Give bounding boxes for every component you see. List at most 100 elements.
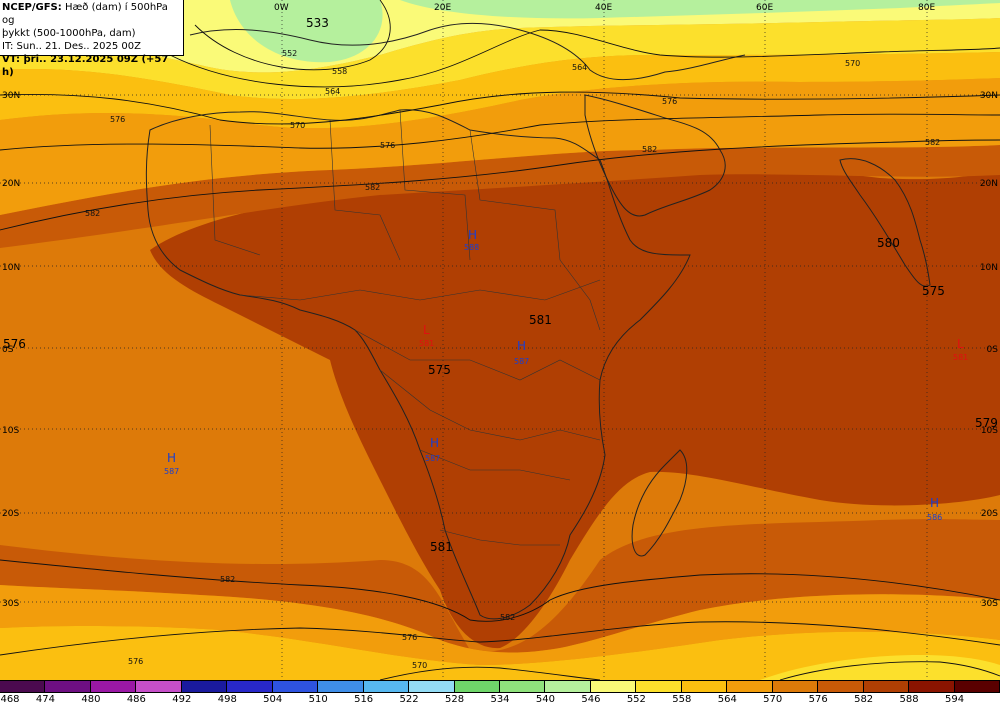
lon-label: 80E (918, 3, 935, 13)
low-center: L 581 (953, 337, 968, 362)
colorbar-label: 582 (854, 694, 874, 705)
colorbar-label: 504 (263, 694, 283, 705)
svg-text:H: H (517, 339, 526, 353)
contour-label: 552 (282, 49, 297, 58)
info-line-init-time: IT: Sun.. 21. Des.. 2025 00Z (2, 41, 141, 52)
colorbar-label: 522 (399, 694, 419, 705)
field-number: 533 (306, 16, 329, 30)
info-line-valid-time: VT: þri.. 23.12.2025 09Z (+57 h) (2, 54, 169, 78)
colorbar-swatch (272, 681, 319, 692)
field-number: 575 (922, 284, 945, 298)
colorbar-label: 486 (126, 694, 146, 705)
colorbar-swatch (772, 681, 819, 692)
lon-label: 0W (274, 3, 289, 13)
contour-label: 564 (572, 63, 587, 72)
contour-label: 570 (290, 121, 305, 130)
field-number: 576 (3, 337, 26, 351)
lat-label: 10S (981, 426, 998, 436)
band-540-east (400, 0, 1000, 19)
svg-text:H: H (468, 228, 477, 242)
map-svg: 0W 20E 40E 60E 80E 30N 20N 10N 0S 10S 20… (0, 0, 1000, 680)
high-center: H 586 (927, 496, 942, 522)
colorbar-swatch (409, 681, 455, 692)
field-description: Hæð (dam) í 500hPa og (2, 2, 168, 26)
field-numbers: 533 580 575 576 581 575 579 581 (3, 16, 998, 554)
svg-text:586: 586 (927, 513, 942, 522)
colorbar-label: 480 (81, 694, 101, 705)
graticule (0, 0, 1000, 680)
contour-labels: 552 558 564 570 576 582 564 570 576 582 … (85, 49, 940, 670)
colorbar-label: 510 (308, 694, 328, 705)
colorbar-label: 546 (581, 694, 601, 705)
lat-label: 10N (980, 263, 998, 273)
colorbar-swatch (727, 681, 773, 692)
colorbar-labels: 468 474 480 486 492 498 504 510 516 522 528 534 540 5… (0, 694, 1000, 709)
lat-label: 20N (980, 179, 998, 189)
field-number: 575 (428, 363, 451, 377)
band-582-africa (150, 168, 1000, 649)
contour-label: 576 (110, 115, 125, 124)
colorbar-label: 594 (944, 694, 965, 705)
lon-label: 40E (595, 3, 612, 13)
band-552-north (0, 18, 1000, 100)
lon-labels: 0W 20E 40E 60E 80E (274, 3, 935, 13)
colorbar-swatch (227, 681, 273, 692)
colorbar-swatch (636, 681, 682, 692)
colorbar-swatch (454, 681, 500, 692)
colorbar-swatch (136, 681, 182, 692)
lat-label: 30N (980, 91, 998, 101)
contour-label: 576 (380, 141, 395, 150)
colorbar-label: 534 (490, 694, 510, 705)
lat-label: 20S (2, 509, 19, 519)
colorbar-label: 468 (0, 694, 20, 705)
field-number: 579 (975, 416, 998, 430)
colorbar-swatches (0, 680, 1000, 693)
lat-label: 0S (2, 345, 14, 355)
colorbar-swatch (954, 681, 1000, 692)
field-number: 580 (877, 236, 900, 250)
contour-label: 582 (220, 575, 235, 584)
band-564-south (0, 585, 1000, 665)
svg-text:581: 581 (419, 339, 434, 348)
high-center: H 588 (464, 228, 479, 252)
lat-labels-right: 30N 20N 10N 0S 10S 20S 30S (980, 91, 998, 609)
pressure-centers: H 588 H 587 H 587 H 587 H 586 L 581 L 58… (164, 228, 968, 522)
colorbar-label: 528 (444, 694, 465, 705)
band-564-north (0, 78, 1000, 215)
coastline-madagascar (631, 449, 688, 557)
info-line-model: NCEP/GFS: Hæð (dam) í 500hPa og (2, 1, 181, 27)
colorbar-label: 474 (35, 694, 55, 705)
contour-label: 558 (332, 67, 347, 76)
lat-label: 30S (2, 599, 19, 609)
colorbar-swatch (0, 681, 46, 692)
contour-label: 576 (128, 657, 143, 666)
svg-text:H: H (430, 436, 439, 450)
contour-label: 582 (925, 138, 940, 147)
contour-label: 564 (325, 87, 340, 96)
info-line-thickness: þykkt (500-1000hPa, dam) (2, 28, 136, 39)
lon-label: 60E (756, 3, 773, 13)
colorbar-label: 558 (672, 694, 692, 705)
band-576-southbelt (0, 519, 1000, 653)
map-info-box: NCEP/GFS: Hæð (dam) í 500hPa og þykkt (5… (0, 0, 184, 78)
colorbar-swatch (909, 681, 955, 692)
lat-label: 0S (987, 345, 999, 355)
colorbar-swatch (499, 681, 546, 692)
svg-text:H: H (167, 451, 176, 465)
lat-label: 10S (2, 426, 19, 436)
svg-text:581: 581 (953, 353, 968, 362)
colorbar-swatch (863, 681, 910, 692)
contour-label: 576 (662, 97, 677, 106)
colorbar-swatch (818, 681, 864, 692)
colorbar-label: 588 (899, 694, 919, 705)
colorbar-label: 498 (217, 694, 237, 705)
band-558-north (0, 52, 1000, 129)
model-name: NCEP/GFS: (2, 2, 62, 13)
lat-label: 10N (2, 263, 20, 273)
weather-map: 0W 20E 40E 60E 80E 30N 20N 10N 0S 10S 20… (0, 0, 1000, 680)
height-contours (0, 0, 1000, 680)
field-number: 581 (529, 313, 552, 327)
band-552-south (760, 655, 1000, 680)
high-center: H 587 (425, 436, 440, 463)
contour-label: 582 (500, 613, 515, 622)
